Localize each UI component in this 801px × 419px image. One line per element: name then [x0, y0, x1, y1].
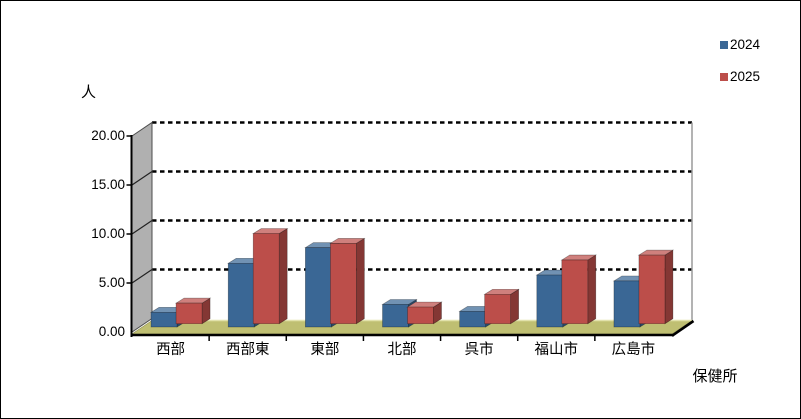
- bar-2025-c4: [484, 293, 511, 325]
- bar-side-2025-c1: [278, 227, 288, 325]
- y-axis-label: 10.00: [91, 226, 125, 241]
- bar-2024-c4: [459, 310, 486, 328]
- bar-2025-c5: [561, 259, 589, 325]
- x-axis-label: 広島市: [611, 342, 656, 358]
- x-axis-label: 西部: [156, 342, 186, 358]
- bar-side-2025-c6: [664, 249, 674, 325]
- legend-label-2024: 2024: [730, 37, 761, 52]
- bar-2025-c1: [252, 233, 280, 325]
- y-axis-label: 5.00: [98, 275, 125, 290]
- wall-tick: [131, 220, 153, 235]
- x-axis-label: 西部東: [225, 342, 270, 358]
- bar-side-2025-c4: [510, 288, 519, 325]
- x-axis-title: 保健所: [692, 368, 738, 385]
- wall-tick: [131, 269, 153, 284]
- bar-2024-c3: [382, 304, 409, 328]
- bar-2024-c6: [613, 280, 641, 328]
- legend-swatch-2024-icon: [720, 41, 728, 49]
- bar-2025-c6: [638, 254, 666, 325]
- x-axis-label: 東部: [310, 342, 340, 358]
- legend-item-2024: 2024: [720, 38, 760, 52]
- bar-2024-c1: [227, 262, 255, 328]
- bar-2024-c0: [150, 311, 178, 328]
- bar-2025-c2: [330, 242, 357, 325]
- x-axis-label: 北部: [387, 342, 417, 358]
- x-axis-label: 呉市: [464, 342, 494, 358]
- legend-item-2025: 2025: [720, 70, 760, 84]
- bar-2025-c0: [175, 302, 203, 325]
- x-axis-label: 福山市: [534, 342, 579, 358]
- bar-side-2025-c2: [356, 237, 365, 325]
- bar-2024-c5: [536, 274, 564, 328]
- legend-label-2025: 2025: [730, 69, 761, 84]
- y-axis-label: 0.00: [98, 324, 125, 339]
- legend-swatch-2025-icon: [720, 73, 728, 81]
- y-axis-label: 15.00: [91, 177, 125, 192]
- bar-side-2025-c5: [587, 254, 597, 325]
- bar-2025-c3: [407, 306, 434, 325]
- y-axis-label: 20.00: [91, 128, 125, 143]
- y-axis-title: 人: [81, 84, 97, 101]
- bar-2024-c2: [305, 247, 332, 328]
- floor-corner-edge: [671, 319, 695, 337]
- wall-tick: [131, 171, 153, 186]
